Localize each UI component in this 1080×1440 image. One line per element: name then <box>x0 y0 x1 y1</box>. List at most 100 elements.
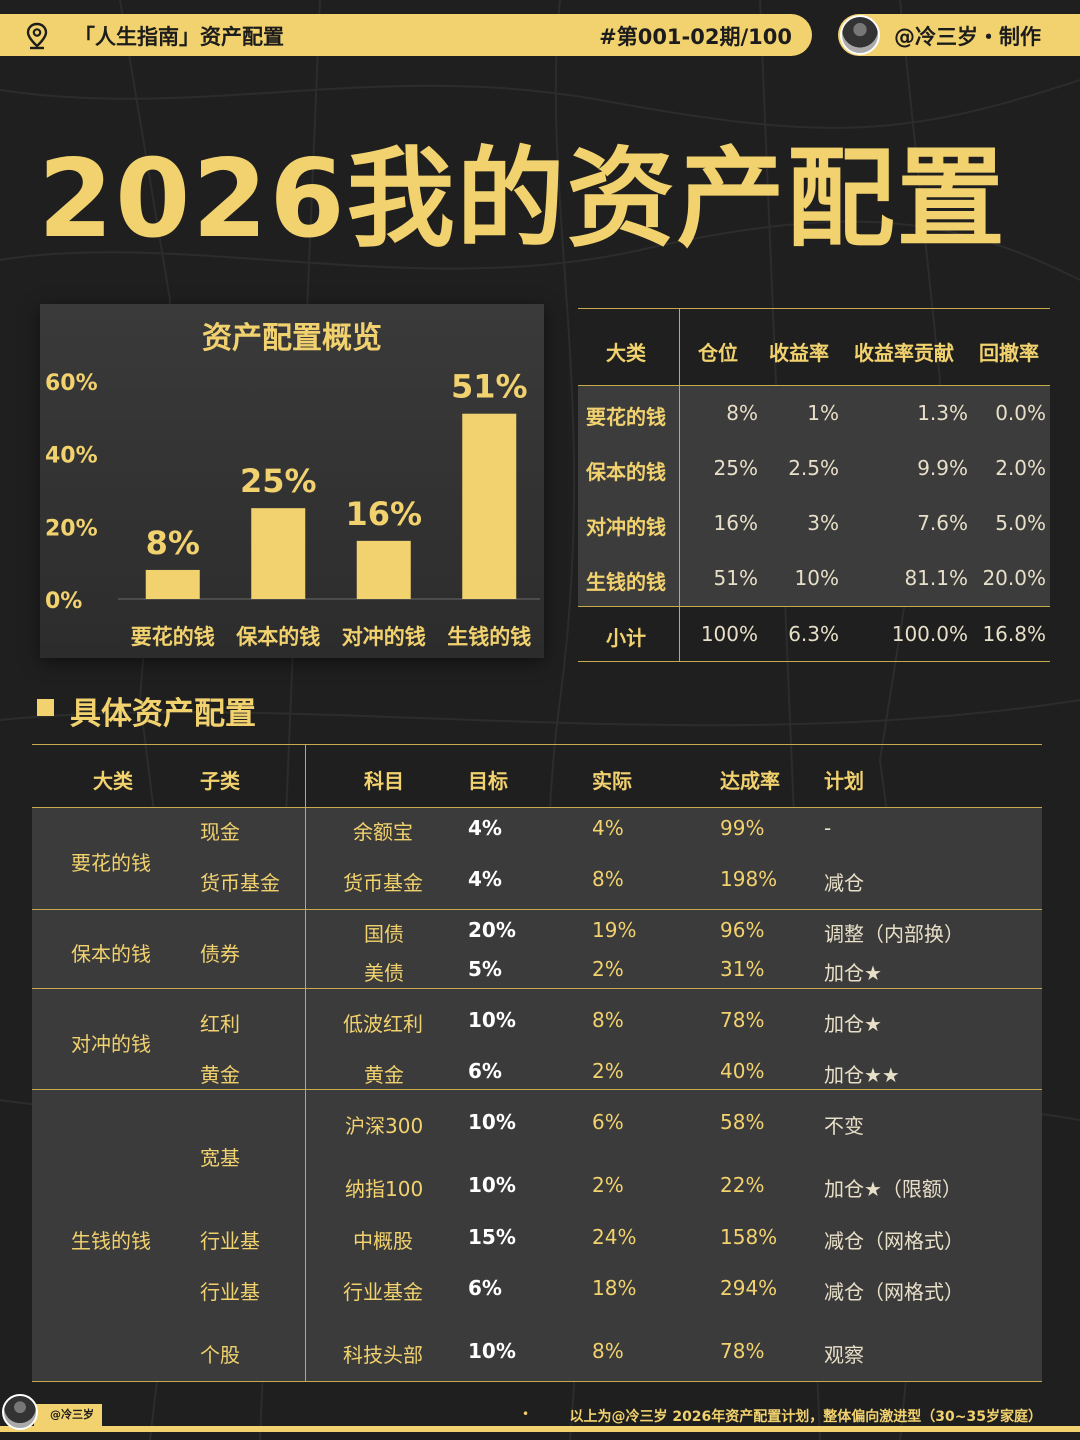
detail-subcategory: 个股 <box>200 1343 240 1367</box>
author-bar: @冷三岁・制作 <box>838 14 1080 56</box>
detail-header-subcategory: 子类 <box>200 769 240 793</box>
detail-group-label: 对冲的钱 <box>71 1032 151 1056</box>
summary-row-category: 保本的钱 <box>586 460 666 484</box>
summary-row-category: 对冲的钱 <box>586 515 666 539</box>
author-avatar <box>840 15 880 55</box>
summary-row-drawdown: 0.0% <box>995 401 1046 425</box>
detail-plan: 加仓★ <box>824 1012 882 1036</box>
detail-group-label: 要花的钱 <box>71 851 151 875</box>
detail-column-divider <box>305 745 306 1382</box>
summary-row-drawdown: 5.0% <box>995 511 1046 535</box>
section-title: 具体资产配置 <box>70 696 256 732</box>
bar-value-label: 8% <box>146 524 200 562</box>
detail-subcategory: 行业基 <box>200 1229 260 1253</box>
summary-header-drawdown: 回撤率 <box>979 341 1039 365</box>
detail-target: 10% <box>468 1173 516 1197</box>
detail-plan: 观察 <box>824 1343 864 1367</box>
detail-rate: 78% <box>720 1339 765 1363</box>
y-tick-label: 0% <box>45 589 82 614</box>
summary-row-return: 1% <box>807 401 839 425</box>
summary-header-category: 大类 <box>606 341 646 365</box>
footer-author-tag: @冷三岁 <box>34 1404 102 1426</box>
detail-item: 国债 <box>364 922 404 946</box>
detail-group-label: 保本的钱 <box>71 942 151 966</box>
detail-subcategory: 宽基 <box>200 1146 240 1170</box>
detail-rate: 99% <box>720 816 765 840</box>
detail-subcategory: 现金 <box>200 820 240 844</box>
footer-dot: • <box>522 1407 530 1421</box>
detail-actual: 8% <box>592 1339 624 1363</box>
detail-actual: 2% <box>592 957 624 981</box>
bar <box>251 508 306 599</box>
location-pin-icon <box>26 22 48 50</box>
detail-group-label: 生钱的钱 <box>71 1229 151 1253</box>
detail-actual: 4% <box>592 816 624 840</box>
footer-avatar <box>2 1394 38 1430</box>
x-tick-label: 对冲的钱 <box>342 625 426 649</box>
detail-header-target: 目标 <box>468 769 508 793</box>
detail-plan: 加仓★★ <box>824 1063 900 1087</box>
detail-rate: 31% <box>720 957 765 981</box>
author-name: @冷三岁・制作 <box>894 25 1041 49</box>
detail-rate: 96% <box>720 918 765 942</box>
x-tick-label: 要花的钱 <box>131 625 215 649</box>
allocation-chart-panel: 资产配置概览 0% 20% 40% 60% 8% 25% 16% 51% 要花的钱 保本的钱对… <box>40 304 544 658</box>
bar <box>145 569 200 599</box>
detail-subcategory: 债券 <box>200 942 240 966</box>
summary-total-position: 100% <box>700 622 758 646</box>
detail-plan: 减仓 <box>824 871 864 895</box>
detail-item: 行业基金 <box>343 1280 423 1304</box>
detail-actual: 19% <box>592 918 637 942</box>
detail-subcategory: 红利 <box>200 1012 240 1036</box>
detail-item: 科技头部 <box>343 1343 423 1367</box>
detail-header-divider <box>32 807 1042 808</box>
detail-subcategory: 行业基 <box>200 1280 260 1304</box>
detail-target: 10% <box>468 1008 516 1032</box>
detail-header-item: 科目 <box>364 769 404 793</box>
detail-target: 4% <box>468 867 502 891</box>
detail-group-divider <box>32 1089 1042 1090</box>
x-tick-label: 保本的钱 <box>235 625 320 649</box>
summary-row-return: 2.5% <box>788 456 839 480</box>
detail-subcategory: 黄金 <box>200 1063 240 1087</box>
detail-target: 6% <box>468 1276 502 1300</box>
summary-header-divider <box>578 385 1050 386</box>
bar <box>356 540 411 599</box>
chart-title: 资产配置概览 <box>202 321 382 356</box>
summary-row-position: 51% <box>713 566 758 590</box>
bar-value-label: 16% <box>345 495 422 533</box>
summary-row-category: 生钱的钱 <box>586 570 666 594</box>
summary-row-return: 3% <box>807 511 839 535</box>
summary-body-background <box>578 386 1050 606</box>
summary-row-position: 16% <box>713 511 758 535</box>
detail-target: 15% <box>468 1225 516 1249</box>
summary-header-contribution: 收益率贡献 <box>854 341 954 365</box>
summary-total-return: 6.3% <box>788 622 839 646</box>
detail-header-actual: 实际 <box>592 769 632 793</box>
y-tick-label: 20% <box>45 516 98 541</box>
detail-plan: 调整（内部换） <box>824 922 964 946</box>
detail-rate: 58% <box>720 1110 765 1134</box>
detail-item: 货币基金 <box>343 871 423 895</box>
summary-row-contribution: 1.3% <box>917 401 968 425</box>
summary-total-drawdown: 16.8% <box>982 622 1046 646</box>
detail-actual: 2% <box>592 1173 624 1197</box>
footer-line <box>0 1426 1080 1432</box>
footer-author-name: @冷三岁 <box>50 1408 94 1421</box>
detail-item: 沪深300 <box>345 1114 424 1138</box>
detail-group-divider <box>32 988 1042 989</box>
detail-actual: 2% <box>592 1059 624 1083</box>
summary-row-contribution: 9.9% <box>917 456 968 480</box>
summary-total-contribution: 100.0% <box>891 622 968 646</box>
x-tick-label: 生钱的钱 <box>447 625 531 649</box>
detail-actual: 8% <box>592 867 624 891</box>
detail-rate: 198% <box>720 867 778 891</box>
summary-row-position: 25% <box>713 456 758 480</box>
detail-target: 6% <box>468 1059 502 1083</box>
summary-row-drawdown: 20.0% <box>982 566 1046 590</box>
detail-item: 低波红利 <box>343 1012 423 1036</box>
detail-target: 20% <box>468 918 516 942</box>
detail-bottom-line <box>32 1381 1042 1382</box>
y-tick-label: 40% <box>45 444 98 469</box>
summary-table: 大类 仓位 收益率 收益率贡献 回撤率 要花的钱 8% 1% 1.3% 0.0%… <box>578 308 1050 662</box>
